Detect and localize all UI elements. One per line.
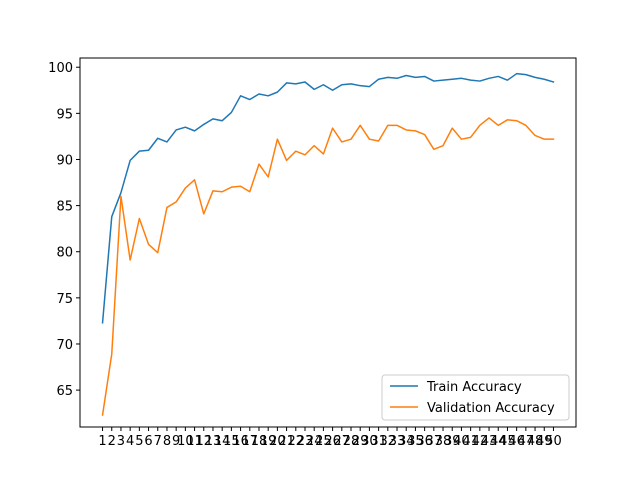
x-tick-label: 44 [490,434,507,449]
x-tick-label: 10 [177,434,194,449]
x-tick-label: 43 [481,434,498,449]
x-tick-label: 24 [306,434,323,449]
x-tick-label: 41 [462,434,479,449]
y-axis: 65 70 75 80 85 90 95 100 [48,61,80,399]
series-line-train [101,72,555,324]
x-tick-label: 49 [536,434,553,449]
x-tick-label: 11 [186,434,203,449]
x-tick-label: 19 [260,434,277,449]
x-tick-label: 12 [195,434,212,449]
x-tick-label: 45 [499,434,516,449]
legend-box [381,374,570,421]
x-tick-label: 48 [527,434,544,449]
y-tick-label: 90 [56,153,73,168]
y-tick-label: 95 [56,107,73,122]
x-tick-label: 32 [380,434,397,449]
legend-label-validation: Validation Accuracy [427,401,555,416]
x-tick-label: 28 [343,434,360,449]
x-tick-label: 9 [172,434,180,449]
x-tick-label: 13 [205,434,222,449]
legend: Train Accuracy Validation Accuracy [381,374,570,421]
x-tick-label: 38 [435,434,452,449]
x-tick-label: 35 [407,434,424,449]
x-tick-label: 30 [361,434,378,449]
x-tick-label: 5 [135,434,143,449]
x-tick-label: 46 [508,434,525,449]
x-tick-label: 17 [242,434,259,449]
x-tick-label: 33 [389,434,406,449]
x-tick-label: 23 [297,434,314,449]
x-tick-label: 14 [214,434,231,449]
x-tick-label: 20 [269,434,286,449]
x-tick-label: 1 [98,434,106,449]
y-tick-label: 100 [48,61,73,76]
x-tick-label: 47 [518,434,535,449]
x-tick-label: 2 [108,434,116,449]
x-tick-label: 26 [324,434,341,449]
x-tick-label: 39 [444,434,461,449]
x-tick-label: 34 [398,434,415,449]
y-tick-label: 85 [56,200,73,215]
x-tick-label: 4 [126,434,134,449]
y-tick-label: 80 [56,246,73,261]
y-tick-label: 75 [56,292,73,307]
x-tick-label: 18 [251,434,268,449]
x-tick-label: 21 [278,434,295,449]
x-tick-label: 50 [545,434,562,449]
x-tick-label: 40 [453,434,470,449]
plot-lines [101,72,555,416]
y-tick-label: 70 [56,338,73,353]
x-axis: 1 2 3 4 5 6 7 8 91011121314151617181920212223242… [98,427,562,449]
series-line-validation [101,117,555,416]
x-tick-label: 29 [352,434,369,449]
x-tick-label: 27 [334,434,351,449]
x-tick-label: 22 [288,434,305,449]
x-tick-label: 15 [223,434,240,449]
x-tick-label: 31 [370,434,387,449]
x-tick-label: 7 [154,434,162,449]
plot-frame [79,57,577,428]
x-tick-label: 42 [472,434,489,449]
x-tick-label: 6 [144,434,152,449]
x-tick-label: 25 [315,434,332,449]
x-tick-label: 36 [416,434,433,449]
y-tick-label: 65 [56,384,73,399]
x-tick-label: 8 [163,434,171,449]
x-tick-label: 16 [232,434,249,449]
x-tick-label: 37 [426,434,443,449]
x-tick-label: 3 [117,434,125,449]
legend-label-train: Train Accuracy [426,380,522,395]
